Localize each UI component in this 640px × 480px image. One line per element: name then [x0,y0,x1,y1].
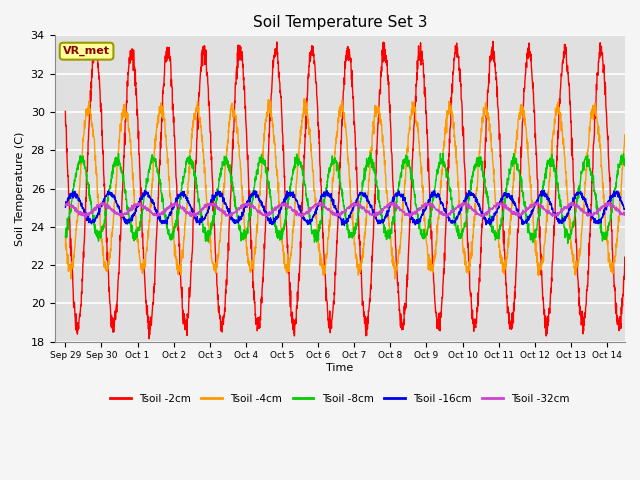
Title: Soil Temperature Set 3: Soil Temperature Set 3 [253,15,427,30]
Legend: Tsoil -2cm, Tsoil -4cm, Tsoil -8cm, Tsoil -16cm, Tsoil -32cm: Tsoil -2cm, Tsoil -4cm, Tsoil -8cm, Tsoi… [106,390,574,408]
Y-axis label: Soil Temperature (C): Soil Temperature (C) [15,132,25,246]
X-axis label: Time: Time [326,363,353,373]
Text: VR_met: VR_met [63,46,110,56]
